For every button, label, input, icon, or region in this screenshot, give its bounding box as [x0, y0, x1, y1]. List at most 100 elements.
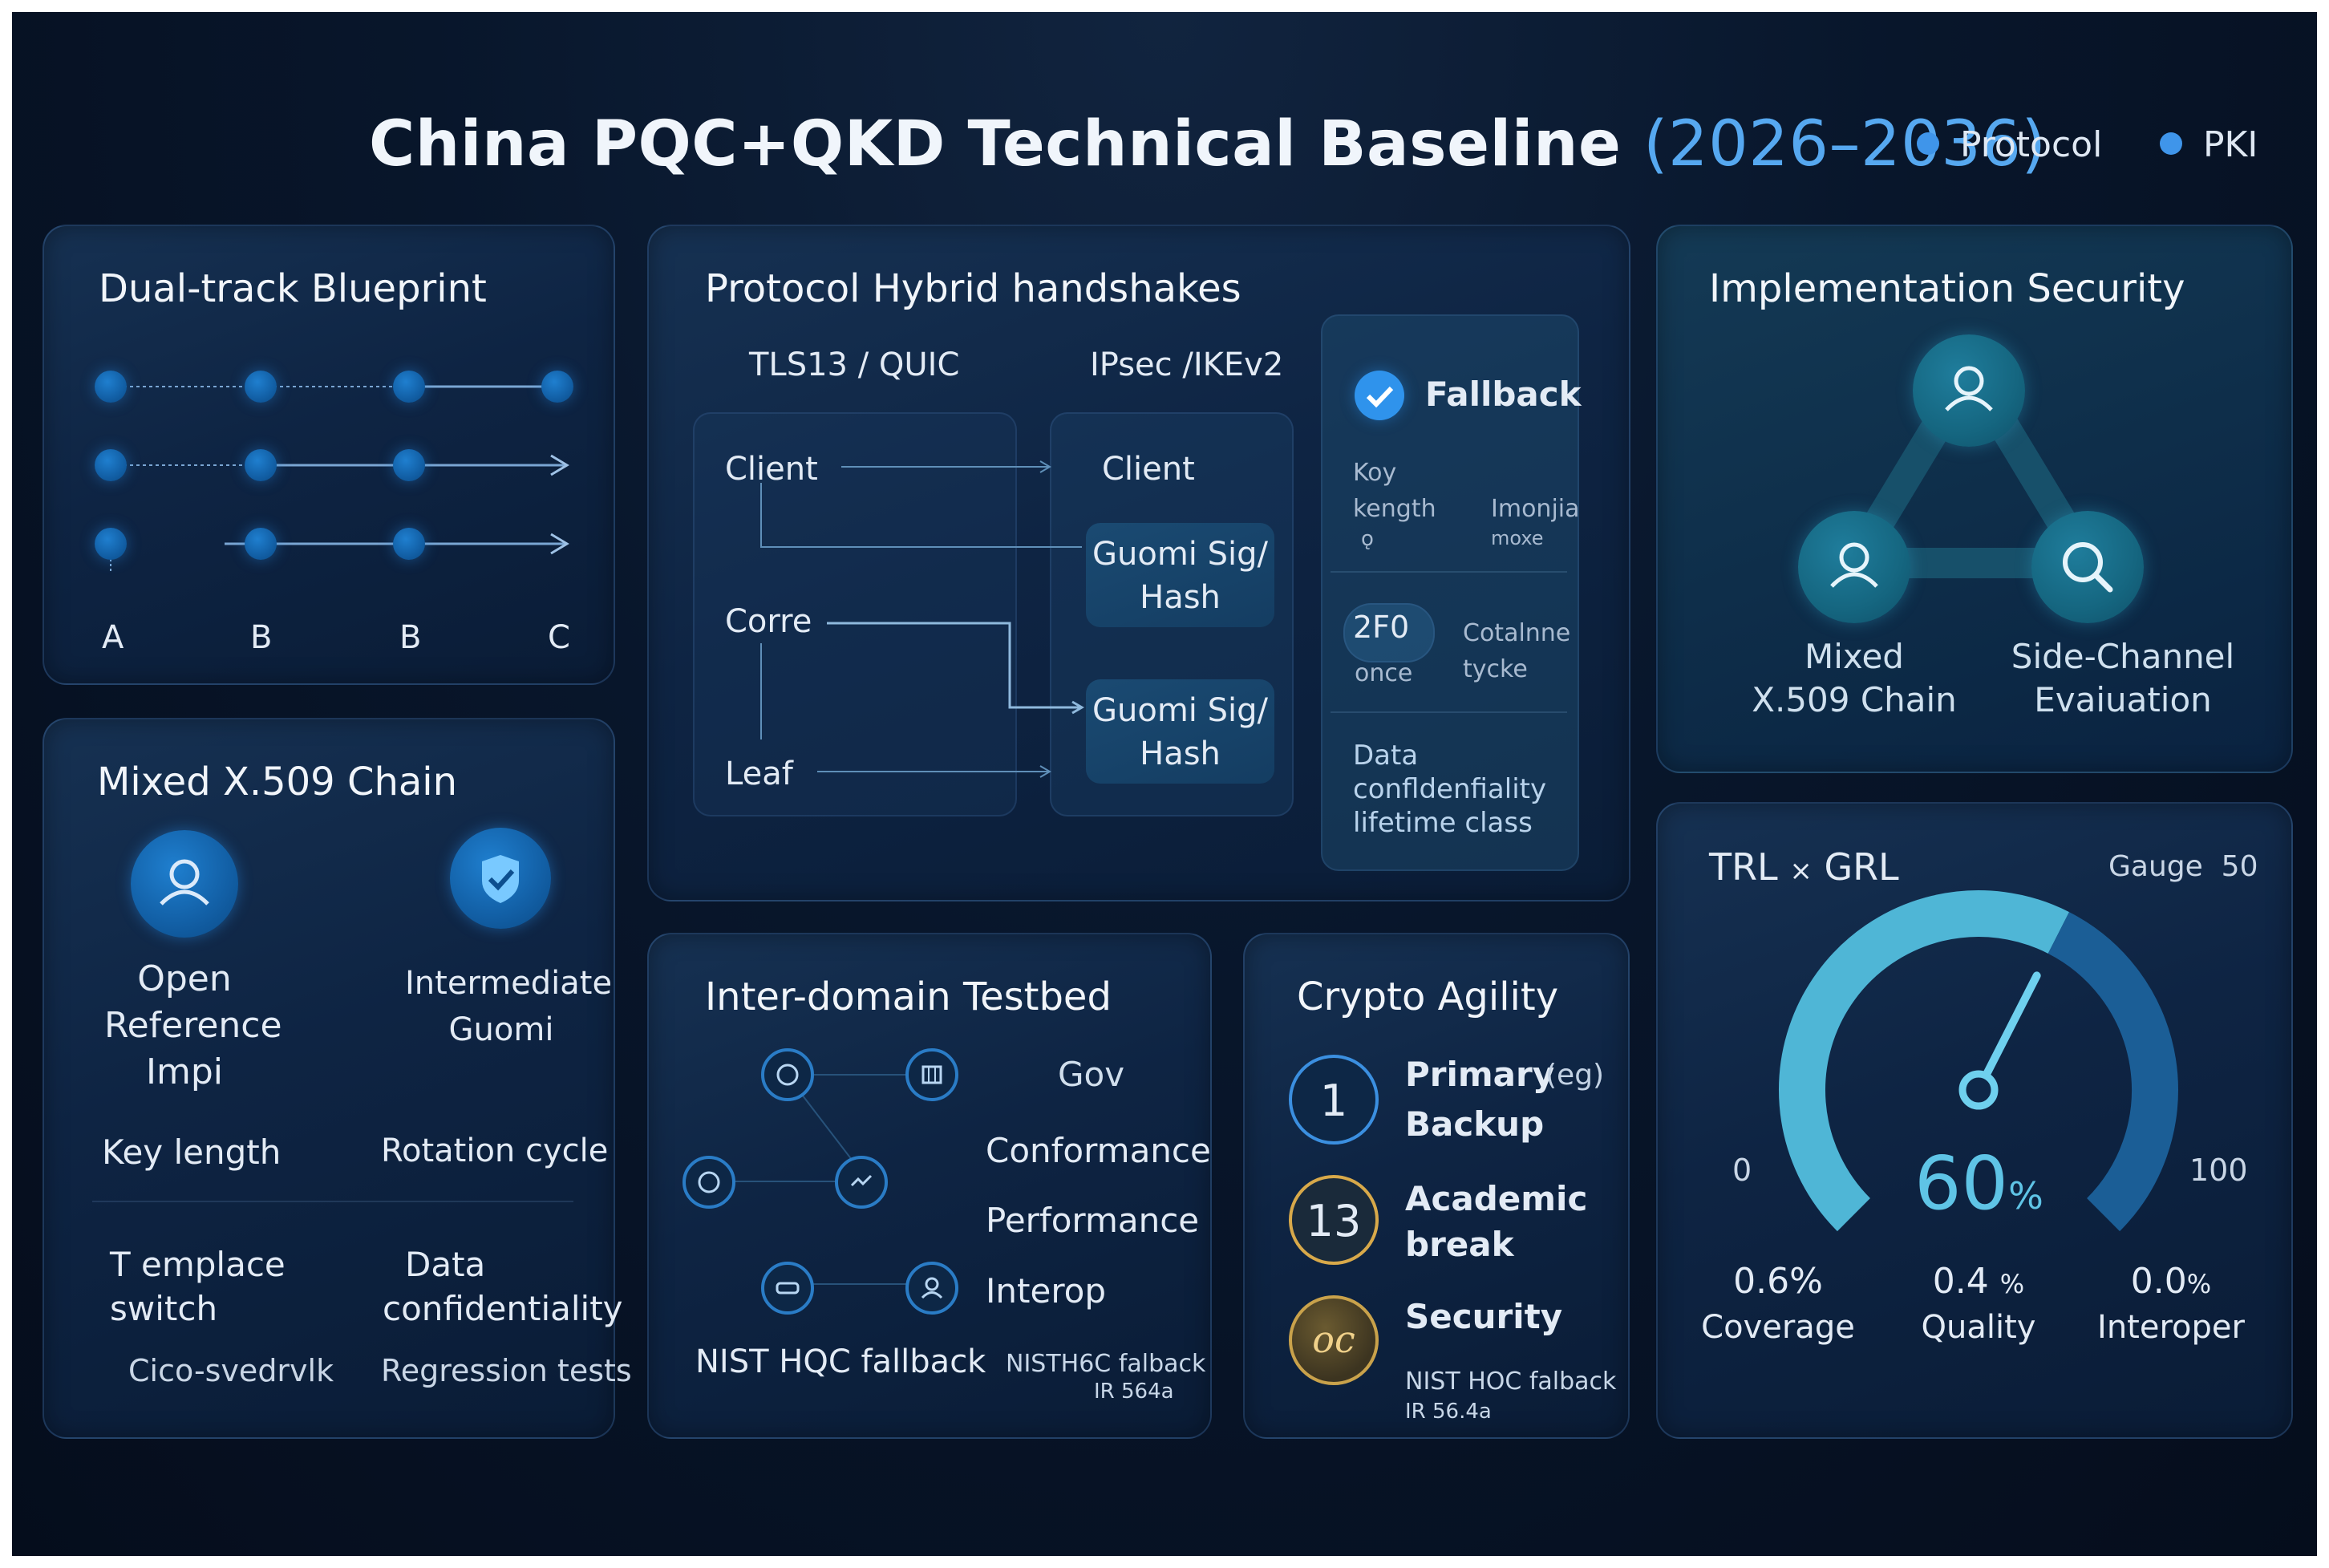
testbed-panel: Inter-domain Testbed Gov Conformance Per… — [647, 933, 1212, 1439]
server-icon — [761, 1262, 814, 1315]
implsec-panel: Implementation Security Mixed X.509 Chain… — [1656, 225, 2293, 773]
milestone-node — [393, 449, 425, 481]
legend-pki: PKI — [2160, 124, 2258, 165]
ipsec-client: Client — [1102, 451, 1195, 488]
stat-interop-value: 0.0% — [2130, 1261, 2212, 1302]
stat-quality-value: 0.4 % — [1932, 1261, 2025, 1302]
milestone-node — [541, 371, 573, 403]
field-regression: Regression tests — [381, 1353, 632, 1388]
field-cico: Cico-svedrvlk — [128, 1353, 334, 1388]
field-switch: switch — [110, 1289, 218, 1328]
fallback-text: Imonjia — [1491, 495, 1580, 523]
x509-panel: Mixed X.509 Chain Open Reference Impi Inte… — [43, 718, 632, 1439]
user-icon — [905, 1262, 958, 1315]
badge-13: 13 — [1289, 1175, 1379, 1265]
milestone-node — [95, 371, 127, 403]
building-icon — [905, 1048, 958, 1101]
node-intermediate-guomi: Intermediate Guomi — [405, 965, 613, 1048]
gauge-value: 60% — [1914, 1141, 2043, 1226]
agility-note: NIST HOC falback — [1405, 1367, 1617, 1396]
label-performance: Performance — [986, 1201, 1200, 1240]
legend-protocol: Protocol — [1917, 124, 2102, 165]
agility-academic: Academic — [1405, 1179, 1588, 1218]
milestone-node — [245, 449, 277, 481]
fallback-text: ǫ — [1361, 527, 1374, 551]
protocol-panel: Protocol Hybrid handshakes TLS13 / QUIC … — [647, 225, 1630, 901]
stat-coverage-label: Coverage — [1701, 1309, 1855, 1346]
search-icon — [2031, 511, 2144, 623]
user-icon — [1913, 334, 2025, 447]
label-conformance: Conformance — [986, 1131, 1211, 1170]
guomi-sig-box: Guomi Sig/Hash — [1086, 523, 1274, 627]
agility-security: Security — [1405, 1297, 1563, 1336]
nist-note: NISTH6C falback — [1006, 1350, 1206, 1378]
gauge-title: TRL × GRL — [1709, 845, 1899, 889]
field-template: T emplace — [110, 1245, 286, 1284]
triangle-links — [1839, 355, 2102, 578]
x509-title: Mixed X.509 Chain — [97, 760, 458, 804]
field-key-length: Key length — [102, 1132, 282, 1172]
milestone-node — [245, 371, 277, 403]
fallback-text: Cotalnne — [1463, 619, 1571, 647]
nist-note-ref: IR 564a — [1094, 1380, 1174, 1404]
page-title: China PQC+QKD Technical Baseline (2026–2… — [369, 108, 2047, 180]
fallback-text: Data — [1353, 739, 1419, 772]
pulse-icon — [835, 1156, 888, 1209]
fallback-text: tycke — [1463, 655, 1528, 683]
agility-backup: Backup — [1405, 1104, 1545, 1144]
badge — [1343, 603, 1435, 662]
agility-panel: Crypto Agility 1 Primary (eg) Backup 13 … — [1243, 933, 1630, 1439]
node-open-reference: Open Reference Impi — [104, 958, 282, 1092]
agility-note-ref: IR 56.4a — [1405, 1400, 1492, 1424]
fallback-title: Fallback — [1425, 375, 1582, 414]
field-data: Data — [405, 1245, 486, 1284]
node-corre: Corre — [725, 603, 812, 640]
blueprint-title: Dual-track Blueprint — [99, 266, 487, 311]
implsec-left-label: Mixed X.509 Chain — [1752, 637, 1957, 719]
milestone-node — [95, 449, 127, 481]
gauge-track-arc — [2047, 912, 2178, 1232]
gauge-panel: TRL × GRL Gauge 50 0 100 60% 0.6% Covera… — [1656, 802, 2293, 1439]
stat-coverage-value: 0.6% — [1733, 1261, 1823, 1302]
fallback-text: moxe — [1491, 527, 1544, 549]
badge-oc: oc — [1289, 1295, 1379, 1385]
fallback-text: once — [1355, 659, 1413, 687]
milestone-node — [95, 528, 127, 560]
stat-interop-label: Interoper — [2097, 1309, 2245, 1346]
stat-quality-label: Quality — [1921, 1309, 2036, 1346]
fallback-text: Koy — [1353, 459, 1397, 487]
gauge-label: Gauge 50 — [2108, 850, 2258, 883]
user-icon — [131, 830, 238, 938]
implsec-right-label: Side-Channel Evaiuation — [2011, 637, 2235, 719]
fallback-text: kength — [1353, 495, 1436, 523]
col-ipsec: IPsec /IKEv2 — [1090, 346, 1284, 383]
gauge-dial — [1779, 890, 2178, 1232]
axis-label-b: B — [250, 619, 273, 656]
axis-label-c: C — [548, 619, 570, 656]
agility-primary: Primary — [1405, 1055, 1555, 1094]
axis-label-b2: B — [399, 619, 422, 656]
gauge-needle — [1975, 971, 2041, 1094]
gauge-hub — [1958, 1070, 1999, 1110]
gauge-min: 0 — [1732, 1153, 1752, 1188]
axis-label-a: A — [102, 619, 124, 656]
divider — [1331, 571, 1567, 573]
gauge-fill-arc — [1779, 890, 2070, 1232]
shield-check-icon — [450, 828, 551, 929]
dashboard: China PQC+QKD Technical Baseline (2026–2… — [12, 12, 2317, 1556]
divider — [1331, 711, 1567, 713]
nist-hqc-fallback: NIST HQC fallback — [695, 1343, 986, 1380]
gauge-max: 100 — [2189, 1153, 2248, 1188]
col-tls: TLS13 / QUIC — [749, 346, 960, 383]
node-circle-icon — [761, 1048, 814, 1101]
agility-break: break — [1405, 1225, 1514, 1264]
dot-icon — [1917, 132, 1939, 155]
fallback-2fo: 2F0 — [1353, 610, 1410, 645]
node-circle-icon — [682, 1156, 735, 1209]
blueprint-tracks — [110, 385, 569, 571]
milestone-node — [245, 528, 277, 560]
milestone-node — [393, 371, 425, 403]
field-rotation-cycle: Rotation cycle — [381, 1132, 609, 1169]
check-icon — [1355, 371, 1404, 420]
agility-tag: (eg) — [1545, 1059, 1605, 1092]
